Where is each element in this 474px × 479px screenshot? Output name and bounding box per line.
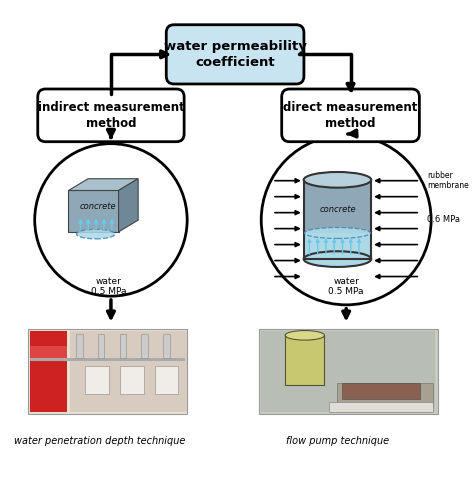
- Polygon shape: [68, 179, 138, 191]
- Bar: [329, 402, 433, 411]
- FancyBboxPatch shape: [166, 25, 304, 84]
- Bar: [163, 334, 170, 358]
- Bar: [119, 366, 144, 394]
- Bar: [30, 346, 67, 362]
- Circle shape: [35, 144, 187, 296]
- Bar: [304, 180, 371, 233]
- Ellipse shape: [76, 229, 115, 239]
- Text: concrete: concrete: [80, 202, 116, 211]
- Bar: [28, 329, 187, 414]
- Ellipse shape: [285, 331, 324, 340]
- Polygon shape: [68, 191, 118, 232]
- Text: water
0.5 MPa: water 0.5 MPa: [91, 276, 127, 296]
- Text: water penetration depth technique: water penetration depth technique: [14, 436, 186, 446]
- Bar: [342, 383, 420, 399]
- Ellipse shape: [304, 251, 371, 267]
- Circle shape: [261, 135, 431, 305]
- Bar: [337, 383, 433, 407]
- Text: rubber
membrane: rubber membrane: [427, 171, 468, 190]
- Bar: [85, 366, 109, 394]
- FancyBboxPatch shape: [282, 89, 419, 142]
- Bar: [70, 331, 187, 411]
- Bar: [259, 329, 438, 414]
- Bar: [285, 335, 324, 386]
- Text: concrete: concrete: [319, 205, 356, 214]
- Text: 0.6 MPa: 0.6 MPa: [427, 216, 460, 224]
- Ellipse shape: [304, 172, 371, 188]
- Bar: [304, 233, 371, 259]
- Polygon shape: [118, 179, 138, 232]
- Ellipse shape: [305, 228, 370, 239]
- Bar: [76, 334, 82, 358]
- Bar: [119, 334, 126, 358]
- Bar: [30, 358, 185, 362]
- Text: water permeability
coefficient: water permeability coefficient: [164, 40, 307, 69]
- Text: flow pump technique: flow pump technique: [286, 436, 389, 446]
- Bar: [98, 334, 104, 358]
- Text: indirect measurement
method: indirect measurement method: [37, 101, 184, 130]
- Bar: [261, 331, 436, 411]
- Bar: [155, 366, 178, 394]
- Text: water
0.5 MPa: water 0.5 MPa: [328, 276, 364, 296]
- FancyBboxPatch shape: [38, 89, 184, 142]
- Bar: [141, 334, 148, 358]
- Bar: [30, 331, 67, 411]
- Text: direct measurement
method: direct measurement method: [283, 101, 418, 130]
